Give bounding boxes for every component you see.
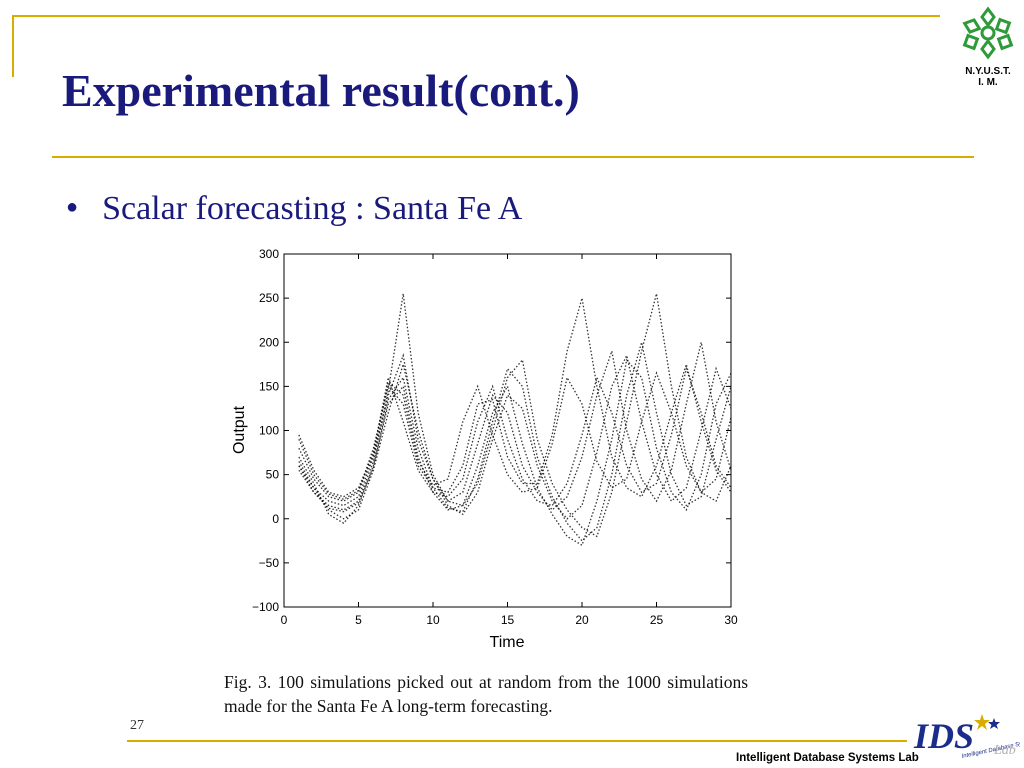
simulation-series-line-1 [298,366,732,507]
logo-text-line-1: N.Y.U.S.T. [965,66,1011,77]
y-axis-label: Output [231,405,248,454]
chart-axes: 0 5 10 15 20 25 30 −100 −50 0 50 100 150 200 250 300 [252,247,738,627]
y-tick-label: 100 [259,424,279,438]
snowflake-logo-icon [962,6,1014,60]
chart-series-group [298,293,732,547]
y-tick-label: 200 [259,335,279,349]
page-number: 27 [130,718,144,733]
x-tick-label: 15 [501,613,515,627]
bullet-dot-icon: ● [66,196,79,219]
simulation-series-line-3 [298,358,732,547]
left-border-line [12,15,14,77]
santa-fe-forecast-chart: 0 5 10 15 20 25 30 −100 −50 0 50 100 150 200 250 300 Ti… [231,247,738,651]
title-underline [52,156,974,158]
x-tick-label: 5 [355,613,362,627]
x-tick-label: 30 [724,613,738,627]
simulation-series-line-2 [298,342,732,511]
y-tick-label: 250 [259,291,279,305]
simulation-series-line-8 [298,342,732,542]
logo-text-line-2: I. M. [978,77,998,88]
simulation-series-line-6 [298,353,732,520]
y-tick-label: 300 [259,247,279,261]
x-tick-label: 25 [650,613,664,627]
ids-logo-letters: IDS [913,716,974,756]
y-tick-label: 50 [266,468,280,482]
star-icon [974,714,990,730]
simulation-series-line-4 [298,297,732,502]
ids-logo-lab: Lab [993,743,1016,758]
x-tick-label: 10 [426,613,440,627]
footer-rule [127,740,907,742]
y-tick-label: 150 [259,379,279,393]
ids-lab-logo: IDS Intelligent Database Systems Lab [913,714,1020,760]
nyust-logo: N.Y.U.S.T. I. M. [957,5,1019,88]
plot-frame [283,253,732,608]
footer-lab-name: Intelligent Database Systems Lab [736,752,919,764]
figure-caption: Fig. 3. 100 simulations picked out at ra… [224,672,748,716]
x-axis-label: Time [490,634,525,651]
simulation-series-line-7 [298,371,732,501]
star-icon-small [988,718,1000,729]
x-tick-label: 0 [281,613,288,627]
bullet-text: Scalar forecasting : Santa Fe A [102,190,523,227]
y-tick-label: 0 [272,512,279,526]
top-border-line [12,15,940,17]
slide-title: Experimental result(cont.) [62,65,580,116]
x-tick-label: 20 [575,613,589,627]
bullet-item: ● Scalar forecasting : Santa Fe A [66,192,522,226]
simulation-series-line-5 [298,293,732,538]
y-tick-label: −100 [252,600,279,614]
y-tick-label: −50 [259,556,280,570]
